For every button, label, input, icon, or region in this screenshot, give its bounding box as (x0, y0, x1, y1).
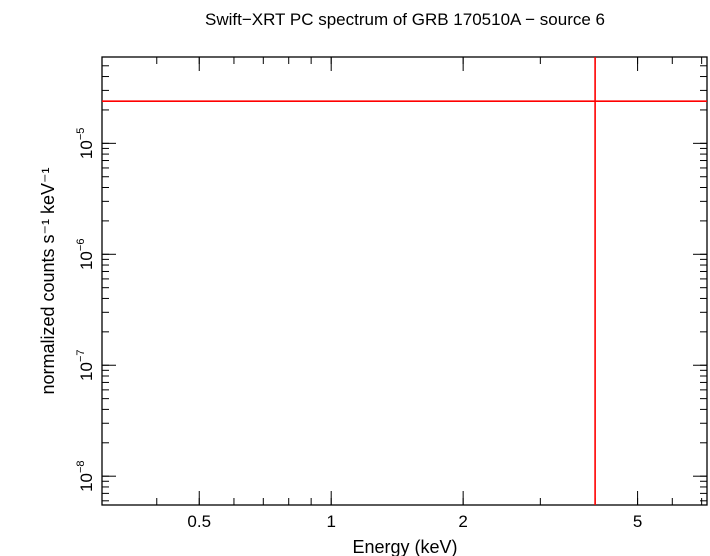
y-tick-label-text: 10−5 (75, 128, 96, 159)
minor-ticks (101, 57, 707, 505)
x-tick-label: 1 (326, 512, 335, 531)
x-tick-label: 5 (633, 512, 642, 531)
x-tick-label: 0.5 (187, 512, 211, 531)
plot-frame (101, 56, 708, 506)
y-tick-label: 10−7 (75, 350, 96, 381)
y-tick-label: 10−5 (75, 128, 96, 159)
y-tick-label: 10−6 (75, 239, 96, 270)
x-axis-label: Energy (keV) (352, 537, 457, 556)
chart-title: Swift−XRT PC spectrum of GRB 170510A − s… (205, 10, 605, 29)
major-ticks (102, 57, 707, 505)
x-tick-labels: 0.5 1 2 5 (187, 512, 642, 531)
y-tick-label: 10−8 (75, 460, 96, 491)
y-tick-label-text: 10−7 (75, 350, 96, 381)
y-axis-label: normalized counts s⁻¹ keV⁻¹ (38, 167, 58, 394)
data-marks (102, 57, 707, 505)
y-tick-label-text: 10−6 (75, 239, 96, 270)
y-tick-label-text: 10−8 (75, 460, 96, 491)
x-tick-label: 2 (458, 512, 467, 531)
y-tick-labels: 10−8 10−7 10−6 10−5 (75, 128, 96, 492)
